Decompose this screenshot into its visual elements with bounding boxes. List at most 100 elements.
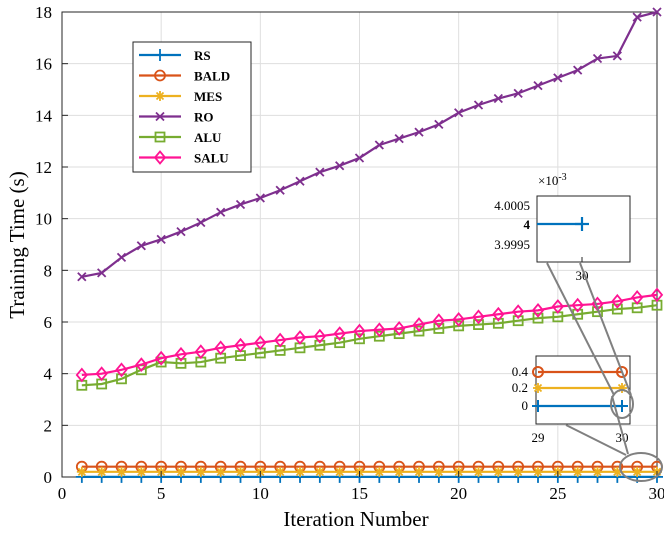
zoom-connector-1 <box>565 424 627 456</box>
inset-upper-exponent: ×10-3 <box>538 172 567 188</box>
inset-lower-highlight-ellipse <box>610 389 634 419</box>
legend: RS BALD MES RO ALU SALU <box>132 41 252 173</box>
legend-marker-mes <box>155 91 165 101</box>
point-mes-22 <box>493 466 504 477</box>
inset-lower-rs-marker-29 <box>532 400 544 412</box>
point-salu-7 <box>194 344 208 360</box>
inset-connector-1 <box>546 262 615 396</box>
point-ro-6 <box>176 226 186 237</box>
series-ro <box>77 7 662 282</box>
point-ro-28 <box>612 51 622 61</box>
y-tick-label-5: 10 <box>35 210 52 229</box>
point-mes-8 <box>215 466 226 477</box>
legend-label-bald: BALD <box>194 69 230 84</box>
point-mes-2 <box>96 466 107 477</box>
series-bald <box>75 460 663 473</box>
axis-ticks: 0 5 10 15 20 25 30 0 2 4 6 8 10 12 14 16 18 <box>35 3 664 503</box>
point-mes-21 <box>473 466 484 477</box>
legend-marker-bald <box>154 69 166 82</box>
legend-marker-ro <box>155 111 165 122</box>
inset-upper: ×10-3 4.0005 4 3.9995 30 <box>494 172 631 283</box>
legend-item-mes: MES <box>139 89 222 104</box>
y-axis-label: Training Time (s) <box>5 171 29 318</box>
point-mes-27 <box>592 466 603 477</box>
point-ro-12 <box>295 176 305 186</box>
inset-upper-ytick-2: 3.9995 <box>494 237 530 252</box>
inset-lower: 0.4 0.2 0 29 30 <box>512 355 634 445</box>
y-tick-label-2: 4 <box>44 365 53 384</box>
legend-label-alu: ALU <box>194 130 222 145</box>
series-salu <box>75 287 664 383</box>
legend-marker-alu <box>154 131 166 143</box>
point-mes-23 <box>513 466 524 477</box>
legend-item-ro: RO <box>139 110 214 125</box>
y-tick-label-6: 12 <box>35 158 52 177</box>
point-alu-22 <box>492 317 504 329</box>
inset-lower-ytick-0: 0.4 <box>512 364 529 379</box>
x-tick-label-1: 5 <box>157 484 166 503</box>
legend-label-mes: MES <box>194 89 222 104</box>
point-ro-2 <box>97 268 107 278</box>
legend-label-ro: RO <box>194 110 214 125</box>
point-mes-1 <box>76 466 87 477</box>
inset-upper-ytick-0: 4.0005 <box>494 198 530 213</box>
point-mes-12 <box>295 466 305 477</box>
point-salu-1 <box>75 367 89 383</box>
point-ro-4 <box>136 241 146 251</box>
point-salu-2 <box>95 366 108 382</box>
point-salu-16 <box>373 322 386 338</box>
inset-lower-ytick-2: 0 <box>522 398 529 413</box>
point-salu-5 <box>154 350 168 366</box>
point-salu-9 <box>234 337 247 353</box>
point-salu-4 <box>135 357 148 373</box>
point-salu-6 <box>174 346 188 362</box>
point-mes-24 <box>533 466 543 477</box>
point-ro-23 <box>513 88 523 99</box>
point-salu-20 <box>452 312 465 327</box>
zoom-connector-2 <box>611 395 629 455</box>
point-alu-23 <box>512 315 524 327</box>
point-mes-9 <box>235 466 246 477</box>
point-mes-7 <box>195 466 206 477</box>
point-salu-18 <box>412 317 426 332</box>
inset-upper-ytick-1: 4 <box>524 217 531 232</box>
point-ro-3 <box>116 252 127 263</box>
point-salu-11 <box>273 332 287 348</box>
point-ro-24 <box>533 80 543 91</box>
point-salu-19 <box>432 313 446 329</box>
inset-lower-mes-marker-29 <box>533 383 543 393</box>
x-axis-label: Iteration Number <box>283 507 428 531</box>
point-alu-18 <box>413 325 425 337</box>
point-ro-19 <box>434 119 444 130</box>
inset-upper-rs-marker <box>575 217 589 231</box>
point-mes-13 <box>314 466 325 477</box>
point-ro-17 <box>394 133 404 144</box>
y-tick-label-0: 0 <box>44 468 53 487</box>
point-ro-22 <box>493 93 503 104</box>
point-alu-3 <box>116 373 127 385</box>
point-alu-16 <box>373 330 385 342</box>
inset-lower-bald-marker-30 <box>616 366 628 378</box>
legend-item-rs: RS <box>139 48 211 63</box>
zoom-ellipse <box>619 452 663 482</box>
point-ro-30 <box>652 7 662 17</box>
legend-marker-salu <box>153 150 167 165</box>
series-mes <box>76 466 662 477</box>
point-alu-13 <box>314 339 326 351</box>
point-ro-26 <box>573 65 583 75</box>
point-ro-8 <box>216 207 226 217</box>
point-alu-20 <box>453 320 465 332</box>
point-alu-14 <box>334 337 346 349</box>
point-salu-12 <box>293 330 307 345</box>
series-alu <box>76 299 663 391</box>
point-ro-10 <box>255 193 265 203</box>
point-mes-26 <box>572 466 583 477</box>
point-alu-21 <box>473 319 484 330</box>
point-ro-5 <box>156 234 166 244</box>
point-alu-6 <box>175 357 187 369</box>
point-salu-24 <box>531 302 545 318</box>
point-ro-15 <box>354 153 365 163</box>
point-mes-17 <box>394 466 405 477</box>
point-salu-13 <box>313 328 327 344</box>
